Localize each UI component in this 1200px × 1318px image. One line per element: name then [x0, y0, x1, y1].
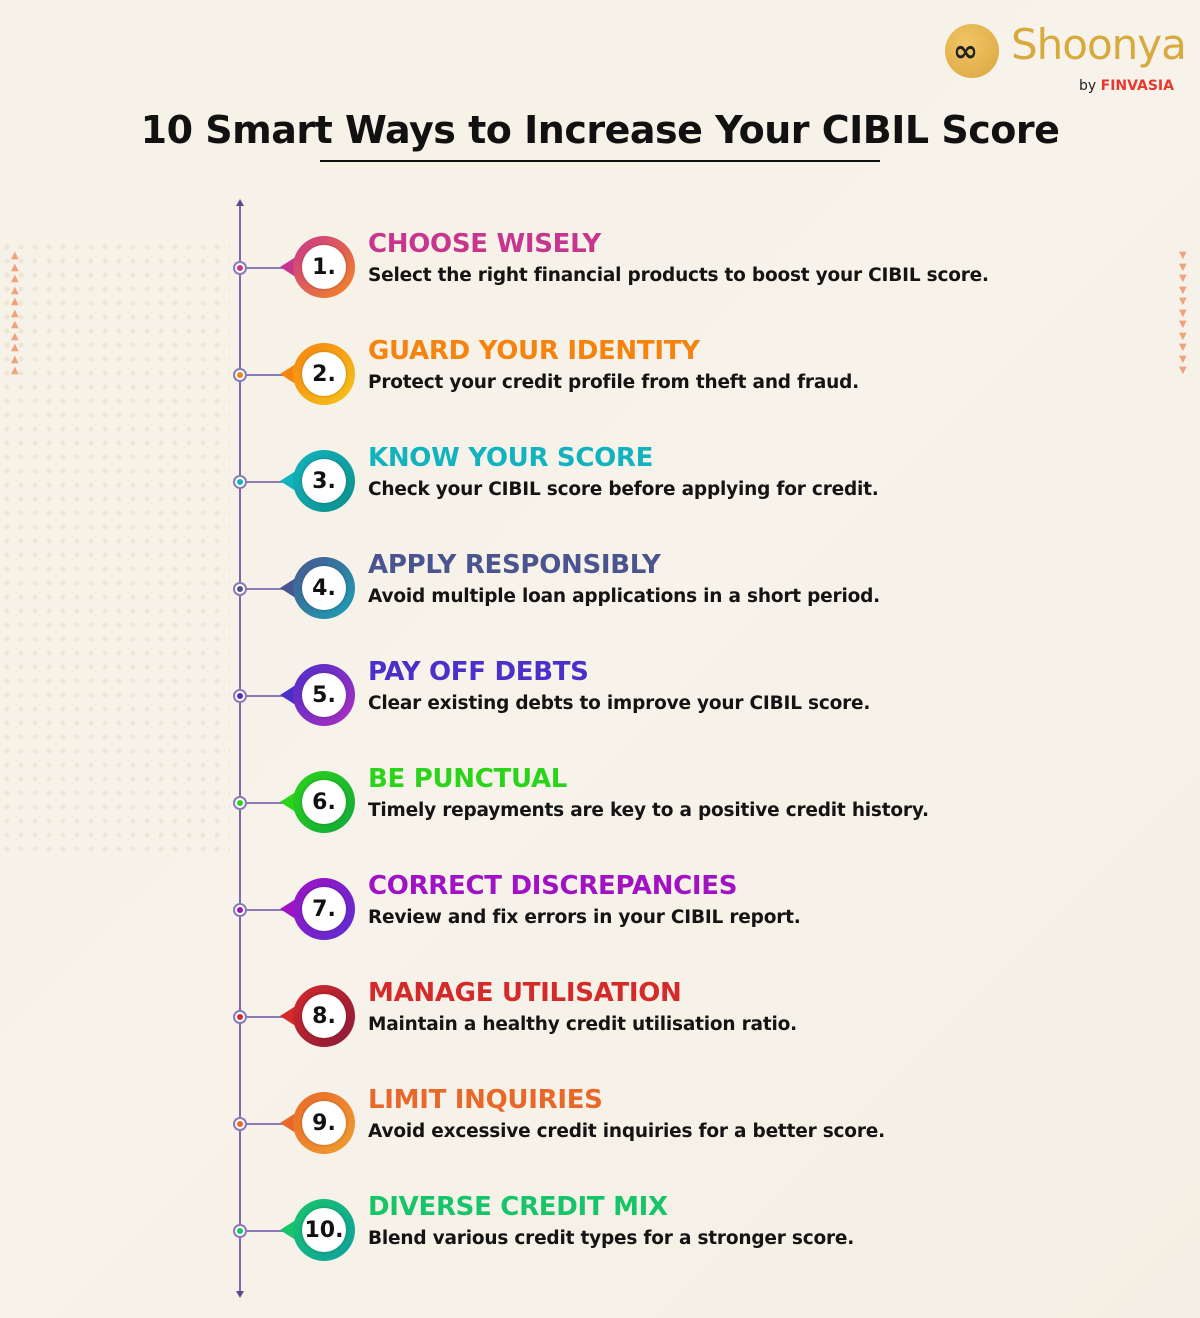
item-number: 6. — [302, 780, 346, 824]
list-item: 5. PAY OFF DEBTS Clear existing debts to i… — [0, 651, 1200, 741]
arrow-up-icon — [236, 199, 244, 206]
item-description: Avoid multiple loan applications in a sh… — [368, 586, 880, 607]
item-heading: CORRECT DISCREPANCIES — [368, 871, 738, 901]
list-item: 9. LIMIT INQUIRIES Avoid excessive credit … — [0, 1079, 1200, 1169]
item-number: 2. — [302, 352, 346, 396]
triangle-up-decoration: ▲ ▲ ▲ ▲ ▲ ▲ ▲ ▲ ▲ ▲ ▲ — [11, 250, 19, 376]
item-description: Review and fix errors in your CIBIL repo… — [368, 907, 801, 928]
page-title: 10 Smart Ways to Increase Your CIBIL Sco… — [140, 108, 1060, 152]
connector-line — [245, 695, 285, 697]
item-description: Protect your credit profile from theft a… — [368, 372, 859, 393]
connector-line — [245, 588, 285, 590]
item-description: Timely repayments are key to a positive … — [368, 800, 929, 821]
list-item: 4. APPLY RESPONSIBLY Avoid multiple loan a… — [0, 544, 1200, 634]
item-heading: DIVERSE CREDIT MIX — [368, 1192, 668, 1222]
item-heading: CHOOSE WISELY — [368, 229, 601, 259]
item-heading: PAY OFF DEBTS — [368, 657, 589, 687]
list-item: 10. DIVERSE CREDIT MIX Blend various credi… — [0, 1186, 1200, 1276]
timeline-node — [233, 903, 247, 917]
number-badge: 8. — [293, 985, 355, 1047]
infinity-logo-icon: ∞ — [945, 24, 999, 78]
arrow-down-icon — [236, 1291, 244, 1298]
item-heading: LIMIT INQUIRIES — [368, 1085, 603, 1115]
list-item: 6. BE PUNCTUAL Timely repayments are key t… — [0, 758, 1200, 848]
item-number: 3. — [302, 459, 346, 503]
connector-line — [245, 374, 285, 376]
number-badge: 6. — [293, 771, 355, 833]
item-heading: KNOW YOUR SCORE — [368, 443, 654, 473]
number-badge: 9. — [293, 1092, 355, 1154]
connector-line — [245, 267, 285, 269]
number-badge: 4. — [293, 557, 355, 619]
item-number: 9. — [302, 1101, 346, 1145]
connector-line — [245, 481, 285, 483]
number-badge: 7. — [293, 878, 355, 940]
item-description: Check your CIBIL score before applying f… — [368, 479, 879, 500]
number-badge: 2. — [293, 343, 355, 405]
item-heading: GUARD YOUR IDENTITY — [368, 336, 700, 366]
connector-line — [245, 1230, 285, 1232]
item-description: Avoid excessive credit inquiries for a b… — [368, 1121, 885, 1142]
item-description: Maintain a healthy credit utilisation ra… — [368, 1014, 797, 1035]
item-heading: APPLY RESPONSIBLY — [368, 550, 661, 580]
item-number: 7. — [302, 887, 346, 931]
item-heading: BE PUNCTUAL — [368, 764, 568, 794]
number-badge: 5. — [293, 664, 355, 726]
title-underline — [320, 160, 880, 162]
connector-line — [245, 909, 285, 911]
number-badge: 3. — [293, 450, 355, 512]
connector-line — [245, 1123, 285, 1125]
item-description: Clear existing debts to improve your CIB… — [368, 693, 871, 714]
triangle-down-decoration: ▼ ▼ ▼ ▼ ▼ ▼ ▼ ▼ ▼ ▼ ▼ — [1179, 250, 1187, 376]
connector-line — [245, 802, 285, 804]
logo-byline: by FINVASIA — [1079, 78, 1174, 94]
timeline-line — [239, 203, 241, 1293]
item-number: 4. — [302, 566, 346, 610]
number-badge: 10. — [293, 1199, 355, 1261]
list-item: 8. MANAGE UTILISATION Maintain a healthy c… — [0, 972, 1200, 1062]
item-description: Blend various credit types for a stronge… — [368, 1228, 855, 1249]
item-heading: MANAGE UTILISATION — [368, 978, 682, 1008]
list-item: 3. KNOW YOUR SCORE Check your CIBIL score … — [0, 437, 1200, 527]
item-number: 10. — [302, 1208, 346, 1252]
dot-pattern — [0, 240, 230, 860]
item-number: 1. — [302, 245, 346, 289]
item-number: 5. — [302, 673, 346, 717]
number-badge: 1. — [293, 236, 355, 298]
item-description: Select the right financial products to b… — [368, 265, 989, 286]
item-number: 8. — [302, 994, 346, 1038]
list-item: 7. CORRECT DISCREPANCIES Review and fix er… — [0, 865, 1200, 955]
list-item: 2. GUARD YOUR IDENTITY Protect your credit… — [0, 330, 1200, 420]
list-item: 1. CHOOSE WISELY Select the right financia… — [0, 223, 1200, 313]
connector-line — [245, 1016, 285, 1018]
logo-text: Shoonya — [1011, 20, 1187, 69]
